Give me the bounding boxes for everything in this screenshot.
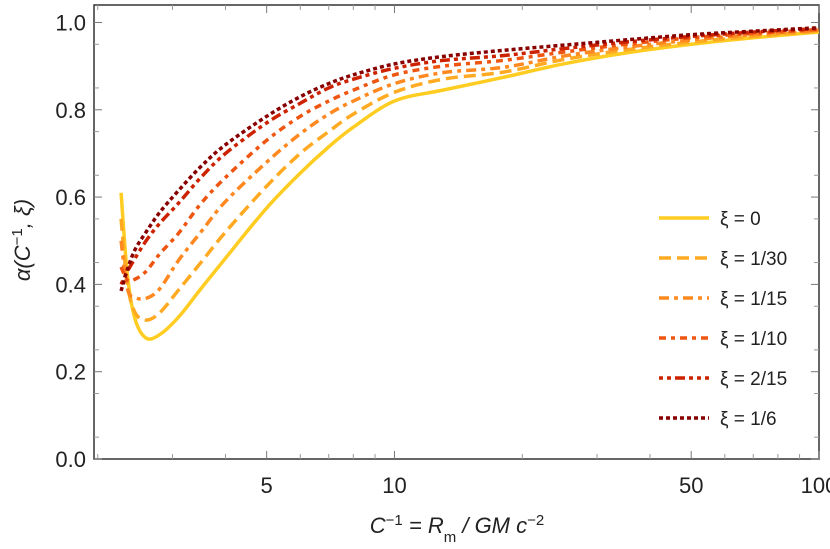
series-line: [119, 25, 820, 292]
series-line: [119, 28, 820, 301]
legend-entry: ξ = 2/15: [720, 369, 787, 390]
y-tick-label: 0.6: [55, 185, 86, 210]
plot-frame: [93, 4, 820, 460]
y-tick-label: 0.2: [55, 360, 86, 385]
x-tick-label: 10: [382, 473, 406, 498]
legend-entry: ξ = 0: [720, 209, 761, 230]
series-line: [119, 30, 820, 341]
x-tick-label: 50: [679, 473, 703, 498]
legend: ξ = 0 ξ = 1/30 ξ = 1/15 ξ = 1/10 ξ = 2/15 ξ =…: [659, 209, 787, 430]
legend-entry: ξ = 1/10: [720, 329, 787, 350]
legend-entry: ξ = 1/15: [720, 289, 787, 310]
y-tick-label: 0.8: [55, 98, 86, 123]
legend-entry: ξ = 1/6: [720, 409, 777, 430]
y-tick-label: 0.0: [55, 447, 86, 472]
y-axis-label: α(C−1, ξ): [9, 199, 36, 281]
y-tick-label: 1.0: [55, 10, 86, 35]
x-axis-label: C−1 = Rm / GM c−2: [370, 512, 544, 546]
axis-ticks: 5 10 50 100 0.0 0.2 0.4 0.6 0.8 1.0: [55, 5, 830, 498]
y-tick-label: 0.4: [55, 272, 86, 297]
legend-entry: ξ = 1/30: [720, 249, 787, 270]
series-line: [119, 26, 820, 286]
x-tick-label: 100: [801, 473, 830, 498]
series-line: [119, 29, 820, 322]
series-line: [119, 27, 820, 283]
x-tick-label: 5: [261, 473, 273, 498]
plot-frame-rect: [93, 4, 820, 460]
series-lines: [119, 25, 820, 341]
